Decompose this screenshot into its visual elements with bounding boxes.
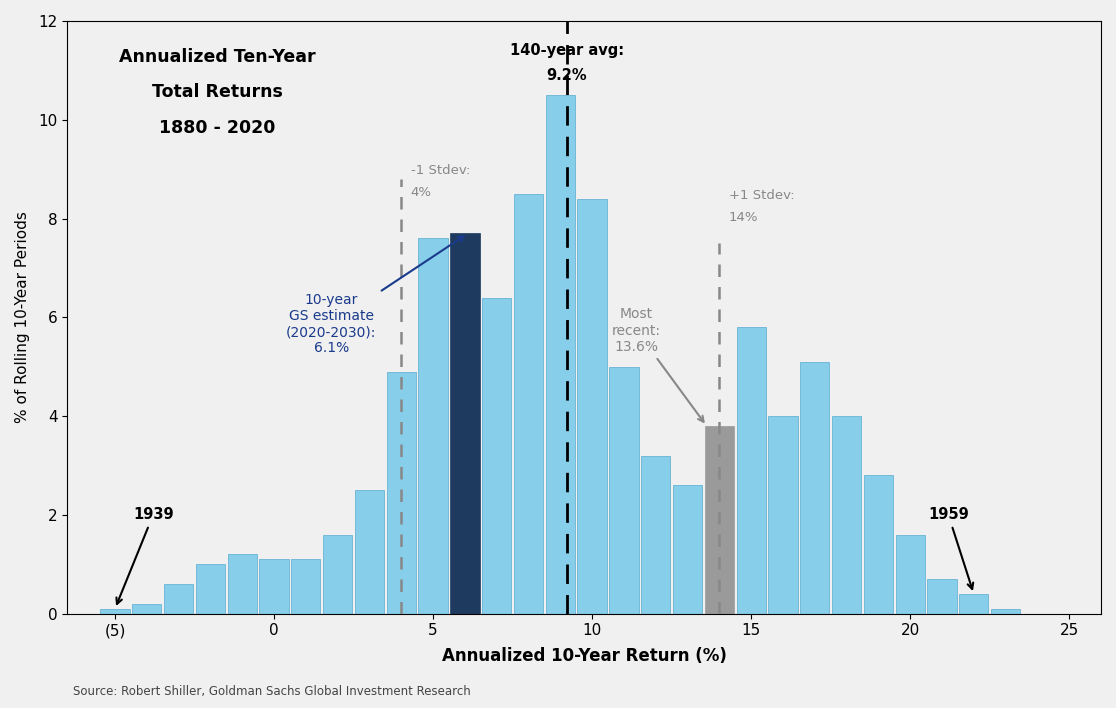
Bar xyxy=(609,367,638,614)
Bar xyxy=(132,604,162,614)
Bar xyxy=(895,535,925,614)
Bar xyxy=(864,475,893,614)
Text: Annualized Ten-Year: Annualized Ten-Year xyxy=(119,47,316,66)
Bar xyxy=(737,327,766,614)
Bar xyxy=(546,95,575,614)
Bar xyxy=(482,297,511,614)
Bar xyxy=(641,455,671,614)
Bar xyxy=(323,535,353,614)
Text: 14%: 14% xyxy=(729,211,759,224)
X-axis label: Annualized 10-Year Return (%): Annualized 10-Year Return (%) xyxy=(442,646,727,665)
Bar xyxy=(228,554,257,614)
Bar xyxy=(164,584,193,614)
Bar xyxy=(991,609,1020,614)
Bar xyxy=(386,372,416,614)
Bar xyxy=(704,426,734,614)
Text: -1 Stdev:: -1 Stdev: xyxy=(411,164,470,177)
Bar xyxy=(831,416,862,614)
Y-axis label: % of Rolling 10-Year Periods: % of Rolling 10-Year Periods xyxy=(15,212,30,423)
Text: 140-year avg:: 140-year avg: xyxy=(510,43,624,58)
Text: 4%: 4% xyxy=(411,186,432,200)
Bar xyxy=(259,559,289,614)
Bar xyxy=(195,564,225,614)
Bar xyxy=(768,416,798,614)
Text: +1 Stdev:: +1 Stdev: xyxy=(729,189,795,202)
Bar xyxy=(577,199,607,614)
Text: Total Returns: Total Returns xyxy=(152,84,282,101)
Bar xyxy=(291,559,320,614)
Text: 1959: 1959 xyxy=(929,507,973,589)
Text: 1880 - 2020: 1880 - 2020 xyxy=(158,119,276,137)
Text: Source: Robert Shiller, Goldman Sachs Global Investment Research: Source: Robert Shiller, Goldman Sachs Gl… xyxy=(73,685,470,698)
Text: Most
recent:
13.6%: Most recent: 13.6% xyxy=(613,307,703,422)
Bar xyxy=(450,234,480,614)
Bar xyxy=(100,609,129,614)
Bar xyxy=(355,490,384,614)
Bar xyxy=(418,239,448,614)
Text: 1939: 1939 xyxy=(116,507,173,604)
Text: 9.2%: 9.2% xyxy=(547,68,587,83)
Bar xyxy=(673,485,702,614)
Text: 10-year
GS estimate
(2020-2030):
6.1%: 10-year GS estimate (2020-2030): 6.1% xyxy=(286,236,464,355)
Bar xyxy=(800,362,829,614)
Bar xyxy=(959,594,989,614)
Bar xyxy=(513,194,543,614)
Bar xyxy=(927,579,956,614)
